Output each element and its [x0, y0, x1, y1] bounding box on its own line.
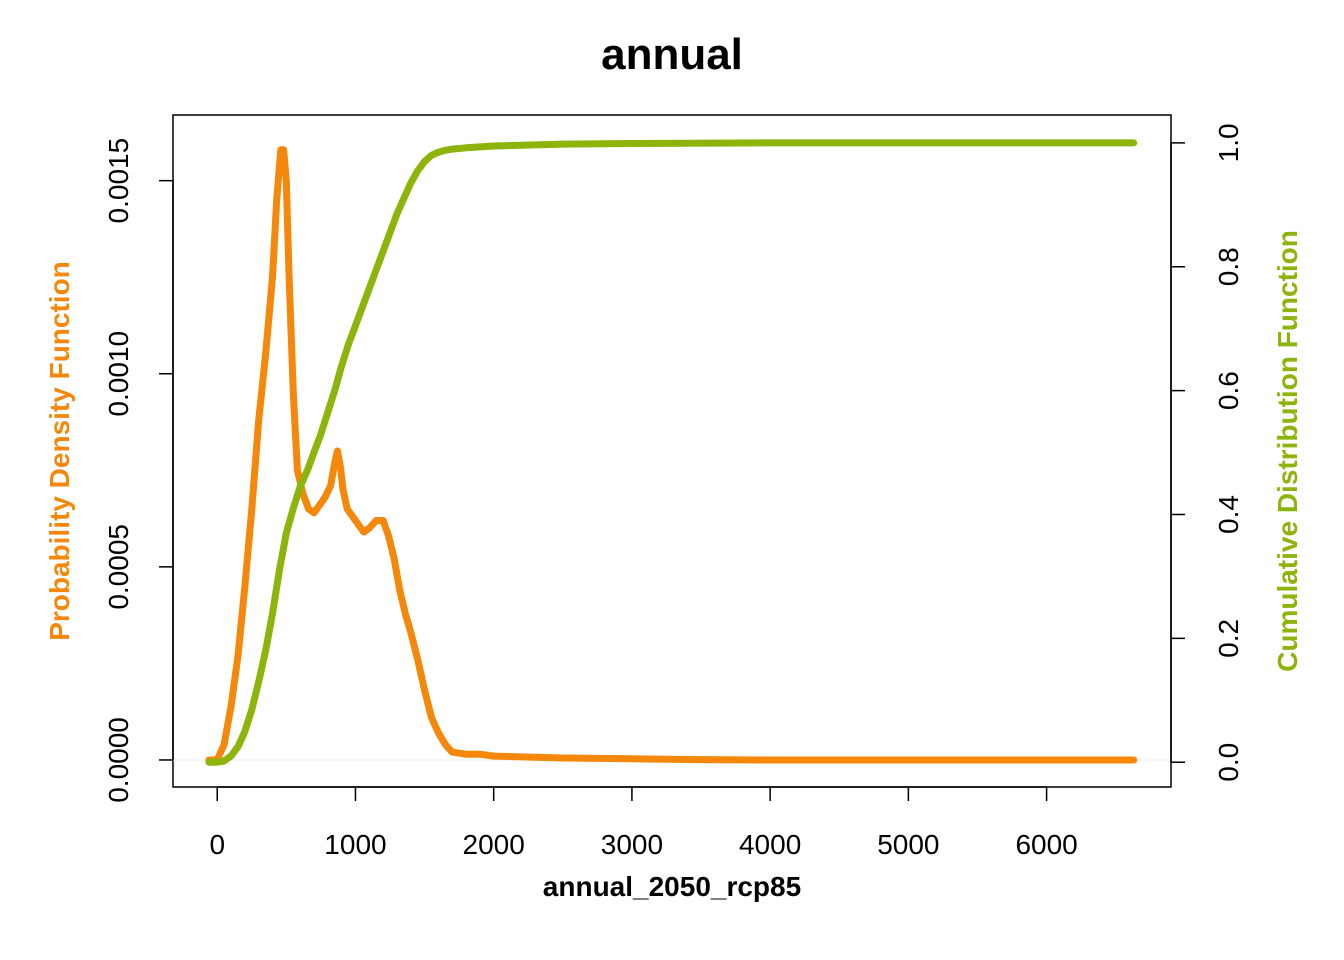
y-right-tick-label: 0.8	[1213, 247, 1244, 286]
y-right-axis: 0.0 0.2 0.4 0.6 0.8 1.0	[1170, 123, 1244, 782]
chart-title: annual	[601, 30, 743, 79]
y-left-tick-label: 0.0010	[103, 331, 134, 417]
x-tick-label: 0	[209, 829, 225, 860]
y-right-tick-label: 0.2	[1213, 619, 1244, 658]
y-left-tick-label: 0.0000	[103, 717, 134, 803]
y-left-tick-label: 0.0015	[103, 138, 134, 224]
plot-frame	[172, 114, 1172, 788]
x-tick-label: 5000	[877, 829, 939, 860]
x-tick-label: 6000	[1015, 829, 1077, 860]
x-axis: 0 1000 2000 3000 4000 5000 6000	[209, 786, 1078, 860]
y-right-tick-label: 0.0	[1213, 743, 1244, 782]
y-right-tick-label: 0.6	[1213, 371, 1244, 410]
y-right-tick-label: 1.0	[1213, 123, 1244, 162]
y-left-axis: 0.0000 0.0005 0.0010 0.0015	[103, 138, 174, 803]
x-tick-label: 3000	[601, 829, 663, 860]
series-layer	[205, 139, 1138, 766]
y-left-tick-label: 0.0005	[103, 524, 134, 610]
x-tick-label: 2000	[463, 829, 525, 860]
x-tick-label: 4000	[739, 829, 801, 860]
y-right-axis-label: Cumulative Distribution Function	[1272, 230, 1303, 672]
y-left-axis-label: Probability Density Function	[44, 261, 75, 641]
x-axis-label: annual_2050_rcp85	[543, 871, 801, 902]
x-tick-label: 1000	[324, 829, 386, 860]
cdf-series-line	[205, 139, 1138, 766]
y-right-tick-label: 0.4	[1213, 495, 1244, 534]
pdf-series-line	[205, 146, 1138, 764]
